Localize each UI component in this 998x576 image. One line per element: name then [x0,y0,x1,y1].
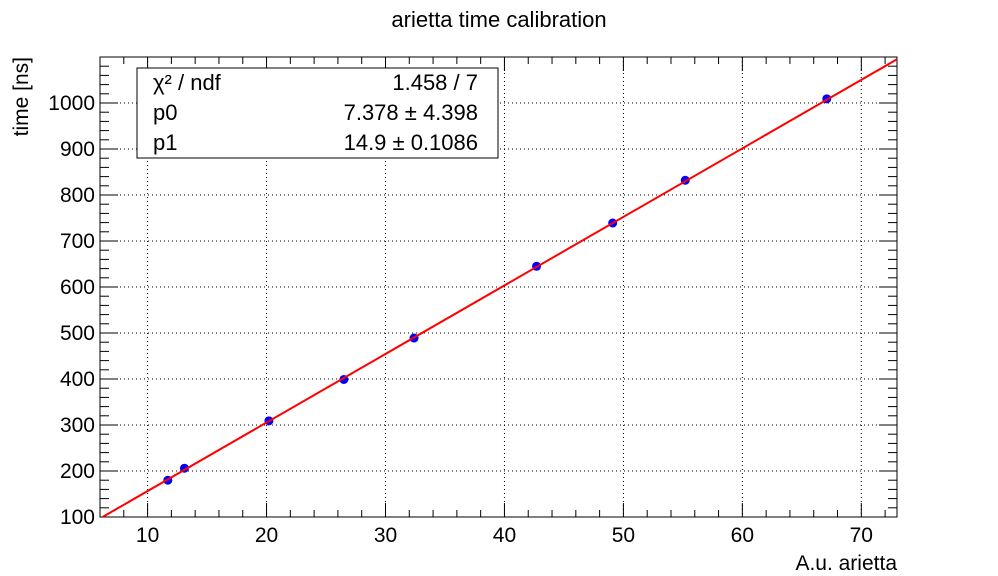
y-tick-label: 900 [60,138,95,161]
stats-chi2-value: 1.458 / 7 [392,70,478,95]
y-tick-label: 100 [60,506,95,529]
y-tick-label: 200 [60,460,95,483]
stats-p1-label: p1 [153,130,177,155]
y-tick-label: 800 [60,184,95,207]
fit-line [102,58,898,518]
y-tick-label: 700 [60,230,95,253]
stats-p1-value: 14.9 ± 0.1086 [344,130,478,155]
y-tick-label: 600 [60,276,95,299]
y-tick-label: 300 [60,414,95,437]
x-tick-label: 40 [493,524,516,547]
stats-p0-value: 7.378 ± 4.398 [344,100,478,125]
axis-ticks [99,56,897,518]
y-tick-label: 1000 [48,92,95,115]
stats-box: χ² / ndf 1.458 / 7 p0 7.378 ± 4.398 p1 1… [136,67,499,159]
y-tick-label: 500 [60,322,95,345]
y-axis-label: time [ns] [10,57,33,136]
x-tick-label: 60 [731,524,754,547]
y-tick-label: 400 [60,368,95,391]
x-tick-label: 50 [612,524,635,547]
x-tick-label: 30 [374,524,397,547]
stats-chi2-label: χ² / ndf [153,70,222,95]
x-axis-label: A.u. arietta [795,552,897,575]
stats-p0-label: p0 [153,100,177,125]
chart-title: arietta time calibration [391,7,606,32]
x-tick-label: 70 [850,524,873,547]
x-tick-label: 10 [136,524,159,547]
x-tick-label: 20 [255,524,278,547]
grid-lines [100,57,897,517]
stats-box-frame [136,67,499,159]
tick-labels: 10 20 30 40 50 60 70 100 200 300 400 500 600 700 800 90… [48,92,873,547]
